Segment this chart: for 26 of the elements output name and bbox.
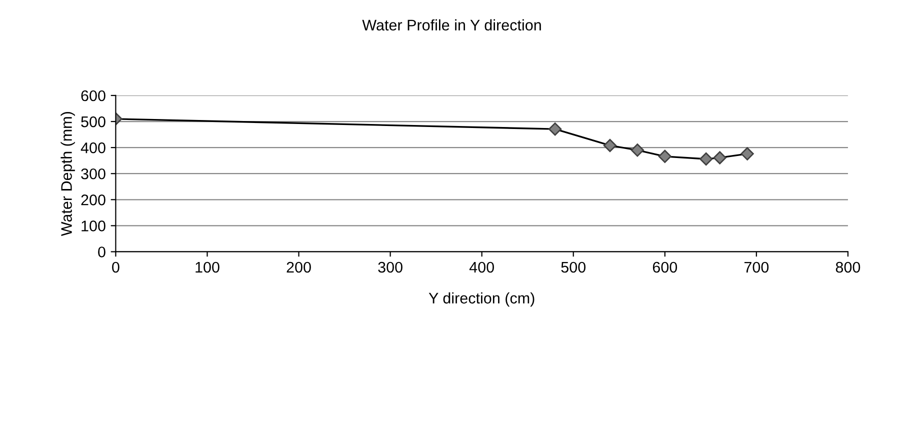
x-axis-title: Y direction (cm)	[428, 292, 534, 307]
point	[548, 122, 562, 136]
y-tick-label: 500	[81, 116, 106, 128]
point	[740, 147, 754, 160]
y-tick-label: 600	[81, 90, 106, 102]
y-tick-label: 100	[82, 220, 106, 232]
y-tick-label: 0	[98, 246, 106, 258]
x-tick-label: 200	[286, 262, 311, 273]
y-axis-title: Water Depth (mm)	[60, 112, 75, 236]
point	[603, 138, 617, 152]
point	[713, 151, 726, 164]
point	[658, 150, 672, 163]
y-tick-label: 300	[81, 168, 106, 180]
x-tick-label: 500	[561, 262, 586, 273]
x-tick-label: 600	[652, 262, 678, 273]
x-tick-label: 300	[378, 262, 402, 273]
y-tick-label: 400	[80, 142, 106, 154]
x-tick-label: 700	[744, 262, 769, 273]
point	[630, 144, 644, 157]
point	[699, 152, 713, 166]
x-tick-label: 400	[469, 262, 494, 273]
x-tick-label: 100	[196, 262, 220, 273]
y-tick-label: 200	[81, 194, 106, 206]
chart-title: Water Profile in Y direction	[362, 19, 541, 31]
x-tick-label: 800	[836, 262, 860, 273]
x-tick-label: 0	[112, 262, 120, 273]
